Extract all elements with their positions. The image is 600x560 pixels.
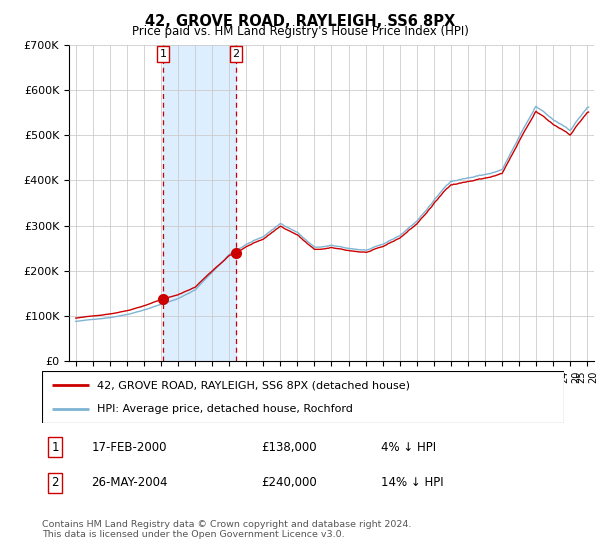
Text: 2: 2 xyxy=(232,49,239,59)
Text: 14% ↓ HPI: 14% ↓ HPI xyxy=(382,477,444,489)
Text: 17-FEB-2000: 17-FEB-2000 xyxy=(92,441,167,454)
Text: HPI: Average price, detached house, Rochford: HPI: Average price, detached house, Roch… xyxy=(97,404,353,414)
Bar xyxy=(163,45,236,361)
Text: £138,000: £138,000 xyxy=(261,441,317,454)
Text: 42, GROVE ROAD, RAYLEIGH, SS6 8PX (detached house): 42, GROVE ROAD, RAYLEIGH, SS6 8PX (detac… xyxy=(97,380,410,390)
Text: 1: 1 xyxy=(160,49,167,59)
Text: Contains HM Land Registry data © Crown copyright and database right 2024.
This d: Contains HM Land Registry data © Crown c… xyxy=(42,520,412,539)
Text: 2: 2 xyxy=(52,477,59,489)
Text: £240,000: £240,000 xyxy=(261,477,317,489)
Text: Price paid vs. HM Land Registry's House Price Index (HPI): Price paid vs. HM Land Registry's House … xyxy=(131,25,469,38)
Text: 4% ↓ HPI: 4% ↓ HPI xyxy=(382,441,436,454)
Text: 42, GROVE ROAD, RAYLEIGH, SS6 8PX: 42, GROVE ROAD, RAYLEIGH, SS6 8PX xyxy=(145,14,455,29)
Text: 26-MAY-2004: 26-MAY-2004 xyxy=(92,477,168,489)
Text: 1: 1 xyxy=(52,441,59,454)
